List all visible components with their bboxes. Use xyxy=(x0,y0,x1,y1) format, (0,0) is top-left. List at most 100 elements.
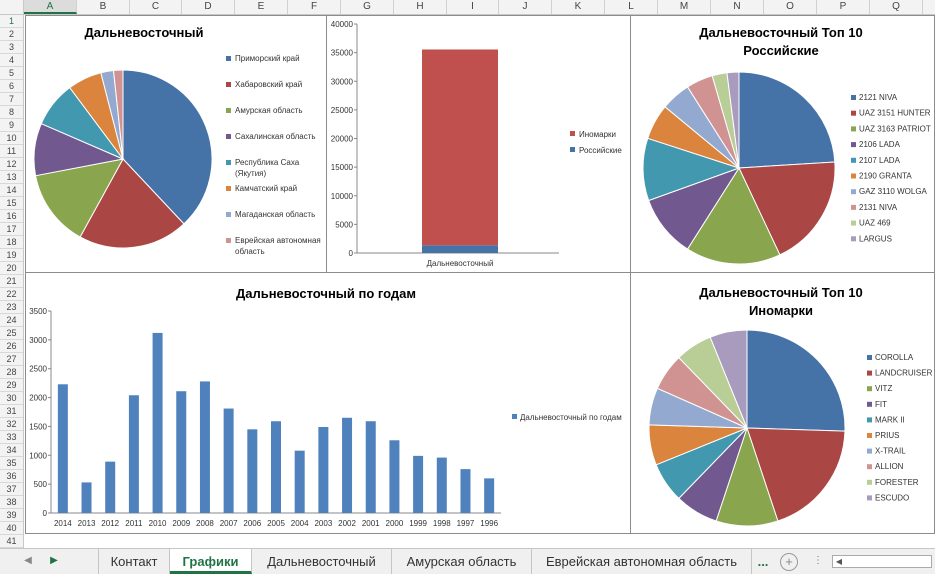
row-header-32[interactable]: 32 xyxy=(0,418,23,431)
pie-slice[interactable] xyxy=(112,69,124,160)
pie-slice[interactable] xyxy=(746,427,846,522)
bar[interactable] xyxy=(176,391,187,513)
column-header-M[interactable]: M xyxy=(658,0,711,14)
bar[interactable] xyxy=(389,440,400,513)
row-header-13[interactable]: 13 xyxy=(0,171,23,184)
sheet-tab-amurskaya[interactable]: Амурская область xyxy=(392,549,532,574)
row-header-26[interactable]: 26 xyxy=(0,340,23,353)
bar[interactable] xyxy=(271,421,281,513)
row-header-2[interactable]: 2 xyxy=(0,28,23,41)
row-header-18[interactable]: 18 xyxy=(0,236,23,249)
column-header-H[interactable]: H xyxy=(394,0,447,14)
row-header-35[interactable]: 35 xyxy=(0,457,23,470)
bar[interactable] xyxy=(436,457,447,513)
row-header-15[interactable]: 15 xyxy=(0,197,23,210)
more-tabs-button[interactable]: ... xyxy=(757,554,769,569)
bar[interactable] xyxy=(460,469,471,513)
row-header-11[interactable]: 11 xyxy=(0,145,23,158)
pie-slice[interactable] xyxy=(746,329,846,432)
row-header-1[interactable]: 1 xyxy=(0,15,23,28)
column-header-K[interactable]: K xyxy=(552,0,605,14)
column-header-G[interactable]: G xyxy=(341,0,394,14)
row-header-28[interactable]: 28 xyxy=(0,366,23,379)
row-header-7[interactable]: 7 xyxy=(0,93,23,106)
bar[interactable] xyxy=(342,417,353,513)
row-header-8[interactable]: 8 xyxy=(0,106,23,119)
add-sheet-button[interactable]: + xyxy=(780,553,798,571)
column-header-J[interactable]: J xyxy=(499,0,552,14)
row-header-10[interactable]: 10 xyxy=(0,132,23,145)
row-header-3[interactable]: 3 xyxy=(0,41,23,54)
row-header-23[interactable]: 23 xyxy=(0,301,23,314)
bar[interactable] xyxy=(152,332,163,513)
chart-pie-russian[interactable]: Дальневосточный Топ 10 Российские 2121 NIV… xyxy=(630,15,935,273)
chart-pie-regions[interactable]: Дальневосточный Приморский край Хабаровски… xyxy=(25,15,327,273)
scroll-left-arrow-icon[interactable]: ◀ xyxy=(835,557,843,566)
bar-segment[interactable] xyxy=(422,49,498,246)
column-header-E[interactable]: E xyxy=(235,0,288,14)
row-header-27[interactable]: 27 xyxy=(0,353,23,366)
bar[interactable] xyxy=(413,455,424,513)
pie-slice[interactable] xyxy=(79,158,185,249)
row-header-14[interactable]: 14 xyxy=(0,184,23,197)
row-header-19[interactable]: 19 xyxy=(0,249,23,262)
scroll-tabs-right-icon[interactable]: ▶ xyxy=(50,555,58,566)
bar[interactable] xyxy=(199,381,210,513)
sheet-tab-evreiskaya[interactable]: Еврейская автономная область xyxy=(532,549,752,574)
row-header-39[interactable]: 39 xyxy=(0,509,23,522)
column-header-B[interactable]: B xyxy=(77,0,130,14)
bar[interactable] xyxy=(294,450,305,513)
row-header-6[interactable]: 6 xyxy=(0,80,23,93)
bar[interactable] xyxy=(247,429,258,513)
column-header-P[interactable]: P xyxy=(817,0,870,14)
row-header-20[interactable]: 20 xyxy=(0,262,23,275)
row-header-25[interactable]: 25 xyxy=(0,327,23,340)
row-header-41[interactable]: 41 xyxy=(0,535,23,548)
row-header-22[interactable]: 22 xyxy=(0,288,23,301)
column-header-O[interactable]: O xyxy=(764,0,817,14)
sheet-tab-kontakt[interactable]: Контакт xyxy=(98,549,170,574)
bar[interactable] xyxy=(365,421,376,513)
row-header-29[interactable]: 29 xyxy=(0,379,23,392)
row-header-24[interactable]: 24 xyxy=(0,314,23,327)
bar[interactable] xyxy=(57,384,68,513)
sheet-tab-grafiki[interactable]: Графики xyxy=(170,549,252,574)
row-header-34[interactable]: 34 xyxy=(0,444,23,457)
column-header-L[interactable]: L xyxy=(605,0,658,14)
bar-segment[interactable] xyxy=(422,245,498,253)
pie-slice[interactable] xyxy=(709,329,748,429)
bar[interactable] xyxy=(223,408,234,513)
column-header-N[interactable]: N xyxy=(711,0,764,14)
row-header-17[interactable]: 17 xyxy=(0,223,23,236)
bar[interactable] xyxy=(105,461,116,513)
bar[interactable] xyxy=(81,482,92,513)
horizontal-scrollbar[interactable]: ◀ xyxy=(832,555,932,568)
column-header-Q[interactable]: Q xyxy=(870,0,923,14)
pie-slice[interactable] xyxy=(34,158,124,238)
column-header-C[interactable]: C xyxy=(130,0,182,14)
column-header-D[interactable]: D xyxy=(182,0,235,14)
row-header-12[interactable]: 12 xyxy=(0,158,23,171)
scroll-tabs-left-icon[interactable]: ◀ xyxy=(24,555,32,566)
column-header-I[interactable]: I xyxy=(447,0,499,14)
pie-slice[interactable] xyxy=(726,71,740,169)
row-header-9[interactable]: 9 xyxy=(0,119,23,132)
pie-slice[interactable] xyxy=(738,71,836,169)
row-header-21[interactable]: 21 xyxy=(0,275,23,288)
bar[interactable] xyxy=(318,427,329,513)
chart-stacked-bar[interactable]: 0 5000 10000 15000 20000 25000 30000 35000 40000… xyxy=(326,15,631,273)
row-header-37[interactable]: 37 xyxy=(0,483,23,496)
row-header-40[interactable]: 40 xyxy=(0,522,23,535)
pie-slice[interactable] xyxy=(738,161,836,256)
row-header-31[interactable]: 31 xyxy=(0,405,23,418)
row-header-4[interactable]: 4 xyxy=(0,54,23,67)
column-header-F[interactable]: F xyxy=(288,0,341,14)
row-header-38[interactable]: 38 xyxy=(0,496,23,509)
select-all-corner[interactable] xyxy=(0,0,24,14)
row-header-33[interactable]: 33 xyxy=(0,431,23,444)
column-header-A[interactable]: A xyxy=(24,0,77,14)
chart-pie-foreign[interactable]: Дальневосточный Топ 10 Иномарки COROLLA LAN… xyxy=(630,272,935,534)
tab-splitter-icon[interactable]: ⋮ xyxy=(813,555,823,566)
sheet-tab-dalnevostochny[interactable]: Дальневосточный xyxy=(252,549,392,574)
row-header-30[interactable]: 30 xyxy=(0,392,23,405)
